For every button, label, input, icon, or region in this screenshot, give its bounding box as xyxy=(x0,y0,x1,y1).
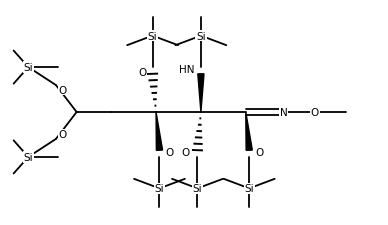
Text: Si: Si xyxy=(155,184,164,194)
Text: Si: Si xyxy=(148,32,158,41)
Polygon shape xyxy=(246,112,252,151)
Text: O: O xyxy=(138,67,146,77)
Text: O: O xyxy=(181,148,189,158)
Text: N: N xyxy=(280,108,288,117)
Text: Si: Si xyxy=(196,32,206,41)
Text: N: N xyxy=(280,108,288,117)
Text: Si: Si xyxy=(244,184,254,194)
Polygon shape xyxy=(198,74,204,112)
Text: O: O xyxy=(255,148,264,158)
Text: Si: Si xyxy=(24,152,33,162)
Text: Si: Si xyxy=(24,63,33,73)
Text: HN: HN xyxy=(179,65,195,75)
Text: O: O xyxy=(311,108,319,117)
Text: O: O xyxy=(59,85,67,95)
Text: O: O xyxy=(59,130,67,140)
Text: O: O xyxy=(166,148,174,158)
Text: O: O xyxy=(311,108,319,117)
Text: Si: Si xyxy=(192,184,202,194)
Polygon shape xyxy=(156,112,163,151)
